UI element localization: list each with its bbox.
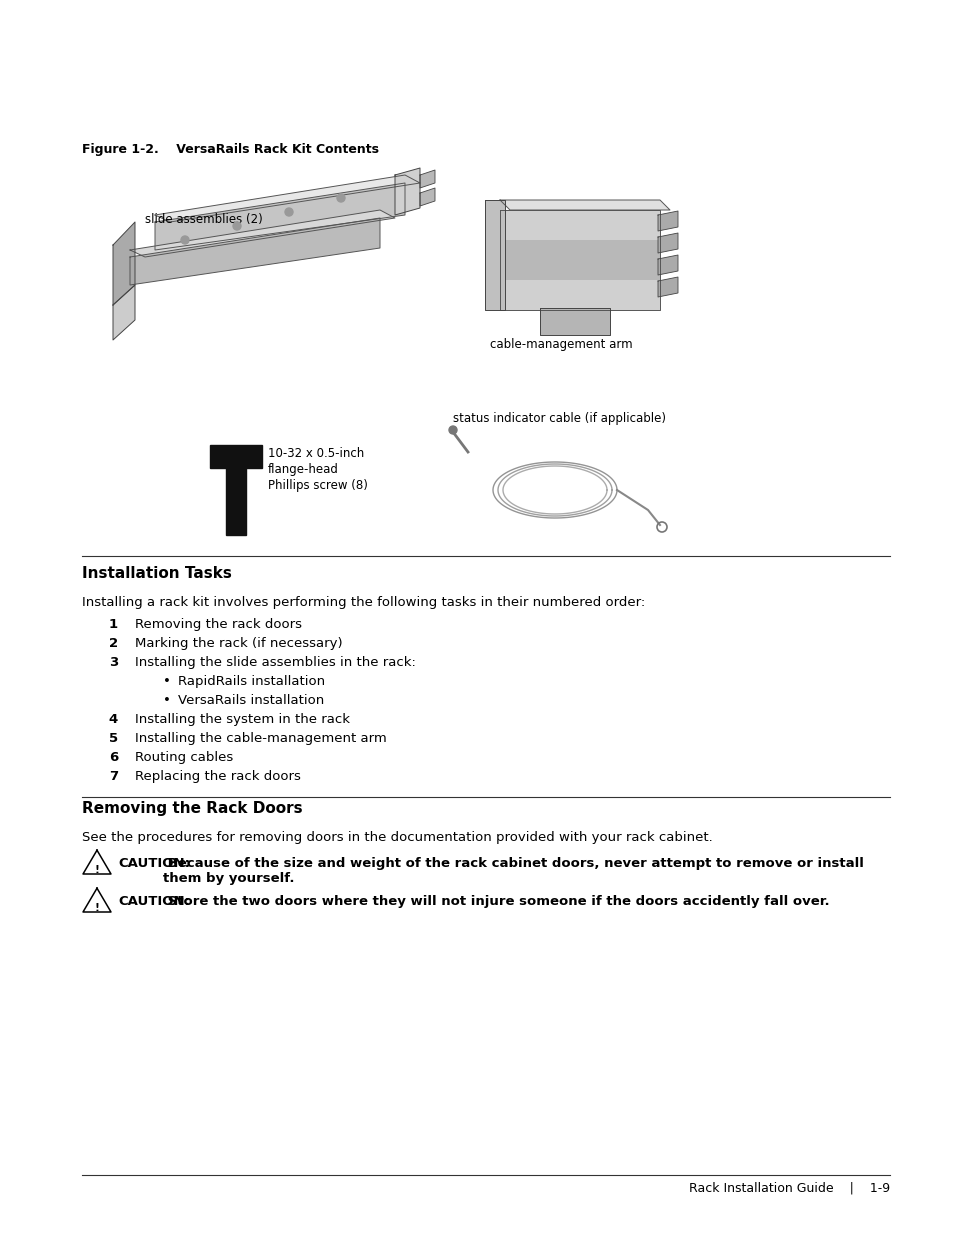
Text: •: • — [163, 694, 171, 706]
Polygon shape — [210, 445, 262, 468]
Text: 1: 1 — [109, 618, 118, 631]
Text: flange-head: flange-head — [268, 463, 338, 475]
Text: 3: 3 — [109, 656, 118, 669]
Text: Installing the slide assemblies in the rack:: Installing the slide assemblies in the r… — [135, 656, 416, 669]
Text: Replacing the rack doors: Replacing the rack doors — [135, 769, 300, 783]
Text: See the procedures for removing doors in the documentation provided with your ra: See the procedures for removing doors in… — [82, 831, 712, 844]
Text: 6: 6 — [109, 751, 118, 764]
Polygon shape — [395, 168, 419, 215]
Text: Marking the rack (if necessary): Marking the rack (if necessary) — [135, 637, 342, 650]
Text: Store the two doors where they will not injure someone if the doors accidently f: Store the two doors where they will not … — [163, 895, 828, 908]
Polygon shape — [154, 183, 405, 249]
Text: 10-32 x 0.5-inch: 10-32 x 0.5-inch — [268, 447, 364, 459]
Text: 7: 7 — [109, 769, 118, 783]
Polygon shape — [83, 850, 111, 874]
Circle shape — [336, 194, 345, 203]
Polygon shape — [658, 211, 678, 231]
Text: Figure 1-2.    VersaRails Rack Kit Contents: Figure 1-2. VersaRails Rack Kit Contents — [82, 143, 378, 156]
Polygon shape — [484, 200, 504, 310]
Text: 5: 5 — [109, 732, 118, 745]
Polygon shape — [539, 308, 609, 335]
Polygon shape — [226, 468, 246, 535]
Polygon shape — [499, 210, 659, 310]
Polygon shape — [499, 200, 669, 210]
Circle shape — [285, 207, 293, 216]
Text: 4: 4 — [109, 713, 118, 726]
Circle shape — [181, 236, 189, 245]
Circle shape — [449, 426, 456, 433]
Text: CAUTION:: CAUTION: — [118, 857, 190, 869]
Text: Installing a rack kit involves performing the following tasks in their numbered : Installing a rack kit involves performin… — [82, 597, 644, 609]
Text: Phillips screw (8): Phillips screw (8) — [268, 479, 368, 492]
Text: cable-management arm: cable-management arm — [490, 338, 632, 351]
Text: !: ! — [94, 864, 99, 876]
Text: Installing the cable-management arm: Installing the cable-management arm — [135, 732, 386, 745]
Text: Rack Installation Guide    |    1-9: Rack Installation Guide | 1-9 — [688, 1182, 889, 1195]
Polygon shape — [130, 210, 395, 257]
Circle shape — [233, 222, 241, 230]
Polygon shape — [419, 170, 435, 188]
Text: Because of the size and weight of the rack cabinet doors, never attempt to remov: Because of the size and weight of the ra… — [163, 857, 862, 885]
Polygon shape — [154, 175, 419, 222]
Text: RapidRails installation: RapidRails installation — [178, 676, 325, 688]
Text: Removing the Rack Doors: Removing the Rack Doors — [82, 802, 302, 816]
Text: Installing the system in the rack: Installing the system in the rack — [135, 713, 350, 726]
Text: slide assemblies (2): slide assemblies (2) — [145, 212, 262, 226]
Polygon shape — [83, 888, 111, 911]
Text: •: • — [163, 676, 171, 688]
Text: !: ! — [94, 903, 99, 913]
Polygon shape — [499, 240, 659, 280]
Text: 2: 2 — [109, 637, 118, 650]
Text: status indicator cable (if applicable): status indicator cable (if applicable) — [453, 412, 665, 425]
Polygon shape — [112, 222, 135, 305]
Polygon shape — [658, 277, 678, 296]
Text: Removing the rack doors: Removing the rack doors — [135, 618, 302, 631]
Text: Routing cables: Routing cables — [135, 751, 233, 764]
Text: Installation Tasks: Installation Tasks — [82, 566, 232, 580]
Polygon shape — [419, 188, 435, 206]
Text: VersaRails installation: VersaRails installation — [178, 694, 324, 706]
Polygon shape — [658, 233, 678, 253]
Polygon shape — [130, 219, 379, 285]
Polygon shape — [112, 285, 135, 340]
Polygon shape — [658, 254, 678, 275]
Text: CAUTION:: CAUTION: — [118, 895, 190, 908]
